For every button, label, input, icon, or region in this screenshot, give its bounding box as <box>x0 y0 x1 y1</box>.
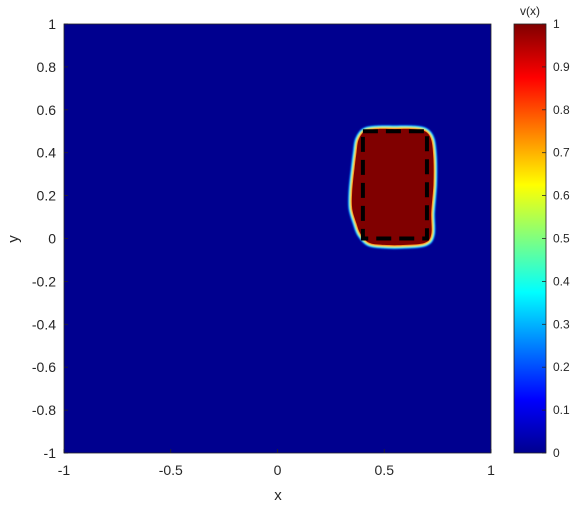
y-axis-label: y <box>5 235 22 243</box>
colorbar-tick-label: 1 <box>553 17 560 31</box>
y-tick-label: -0.2 <box>32 273 56 289</box>
colorbar-ticks: 1 0.9 0.8 0.7 0.6 0.5 0.4 0.3 0.2 0.1 0 <box>542 17 570 460</box>
y-tick-label: -0.4 <box>32 316 56 332</box>
y-axis-ticks: 1 0.8 0.6 0.4 0.2 0 -0.2 -0.4 -0.6 -0.8 -1 <box>32 16 68 461</box>
y-tick-label: -0.6 <box>32 359 56 375</box>
x-axis-label: x <box>274 487 282 504</box>
dashed-rectangle <box>360 129 429 241</box>
colorbar-tick-label: 0.2 <box>553 360 570 374</box>
y-tick-label: 0.6 <box>37 102 57 118</box>
colorbar: 1 0.9 0.8 0.7 0.6 0.5 0.4 0.3 0.2 0.1 0 v(x) <box>513 4 570 460</box>
x-tick-label: 0.5 <box>375 462 395 478</box>
colorbar-title: v(x) <box>520 4 540 18</box>
high-value-region <box>347 124 438 250</box>
colorbar-tick-label: 0.7 <box>553 146 570 160</box>
region-fill <box>351 128 434 246</box>
y-tick-label: -1 <box>44 445 57 461</box>
x-tick-label: -0.5 <box>159 462 183 478</box>
colorbar-tick-label: 0.3 <box>553 317 570 331</box>
colorbar-gradient <box>514 24 546 453</box>
y-tick-label: 0.8 <box>37 59 57 75</box>
colorbar-tick-label: 0 <box>553 446 560 460</box>
colorbar-tick-label: 0.8 <box>553 103 570 117</box>
colorbar-tick-label: 0.6 <box>553 189 570 203</box>
colorbar-tick-label: 0.1 <box>553 403 570 417</box>
y-tick-label: 1 <box>48 16 56 32</box>
y-tick-label: -0.8 <box>32 402 56 418</box>
y-tick-label: 0.2 <box>37 188 57 204</box>
colorbar-tick-label: 0.5 <box>553 232 570 246</box>
x-tick-label: 1 <box>487 462 495 478</box>
x-axis-ticks: -1 -0.5 0 0.5 1 <box>58 449 495 478</box>
x-tick-label: -1 <box>58 462 71 478</box>
colorbar-tick-label: 0.4 <box>553 274 570 288</box>
y-tick-label: 0.4 <box>37 145 57 161</box>
x-tick-label: 0 <box>274 462 282 478</box>
plot-area <box>64 24 491 453</box>
y-tick-label: 0 <box>48 231 56 247</box>
colorbar-tick-label: 0.9 <box>553 60 570 74</box>
